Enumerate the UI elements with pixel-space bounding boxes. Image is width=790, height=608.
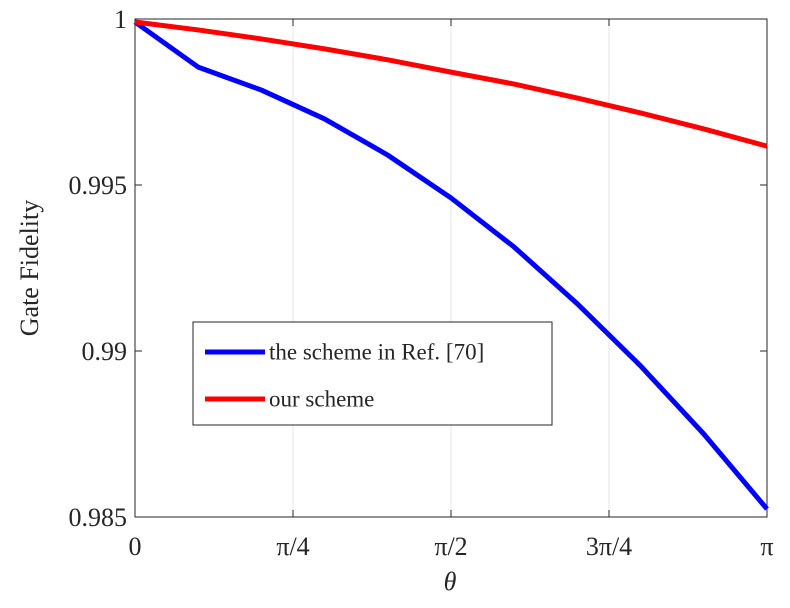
legend-label: the scheme in Ref. [70]	[269, 339, 484, 364]
y-tick-label: 0.995	[69, 171, 128, 200]
y-axis-label: Gate Fidelity	[15, 200, 44, 336]
y-tick-label: 0.985	[69, 503, 128, 532]
legend: the scheme in Ref. [70] our scheme	[192, 321, 553, 426]
x-axis-label: θ	[444, 567, 457, 596]
x-tick-label: π/2	[434, 532, 467, 561]
plot-frame	[134, 18, 768, 518]
x-tick-label: π/4	[276, 532, 309, 561]
x-tick-label: 3π/4	[586, 532, 632, 561]
data-line	[134, 19, 768, 149]
x-tick-label: 0	[129, 532, 142, 561]
y-tick-label: 1	[114, 5, 127, 34]
x-tick-label: π	[760, 532, 773, 561]
y-tick-label: 0.99	[82, 337, 128, 366]
data-line	[133, 19, 769, 511]
legend-box	[192, 321, 553, 426]
legend-label: our scheme	[269, 386, 374, 411]
